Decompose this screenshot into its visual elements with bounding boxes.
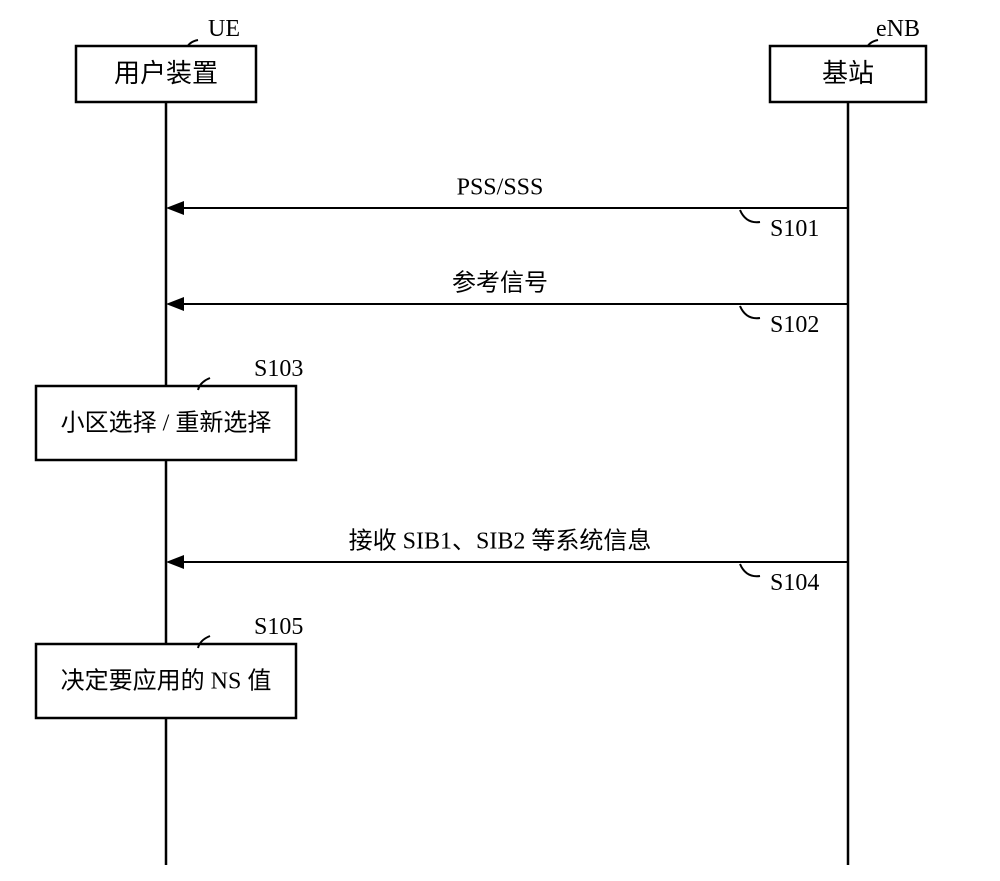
ue-tag: UE: [208, 16, 240, 42]
msg-s104-step: S104: [770, 570, 819, 596]
action-s105-label: 决定要应用的 NS 值: [61, 668, 272, 695]
msg-s101-step: S101: [770, 216, 819, 242]
msg-s104-arrowhead: [166, 555, 184, 569]
msg-s102-step: S102: [770, 312, 819, 338]
action-s103-label: 小区选择 / 重新选择: [61, 410, 272, 437]
msg-s104-hook: [740, 564, 760, 576]
enb-box-label: 基站: [822, 59, 874, 88]
msg-s101-arrowhead: [166, 201, 184, 215]
msg-s102-label: 参考信号: [452, 270, 548, 297]
enb-tag: eNB: [876, 16, 920, 42]
msg-s102-hook: [740, 306, 760, 318]
msg-s104-label: 接收 SIB1、SIB2 等系统信息: [349, 528, 652, 555]
action-s105-step: S105: [254, 614, 303, 640]
msg-s101-label: PSS/SSS: [457, 175, 544, 201]
action-s103-step: S103: [254, 356, 303, 382]
msg-s101-hook: [740, 210, 760, 222]
msg-s102-arrowhead: [166, 297, 184, 311]
ue-box-label: 用户装置: [114, 59, 218, 88]
